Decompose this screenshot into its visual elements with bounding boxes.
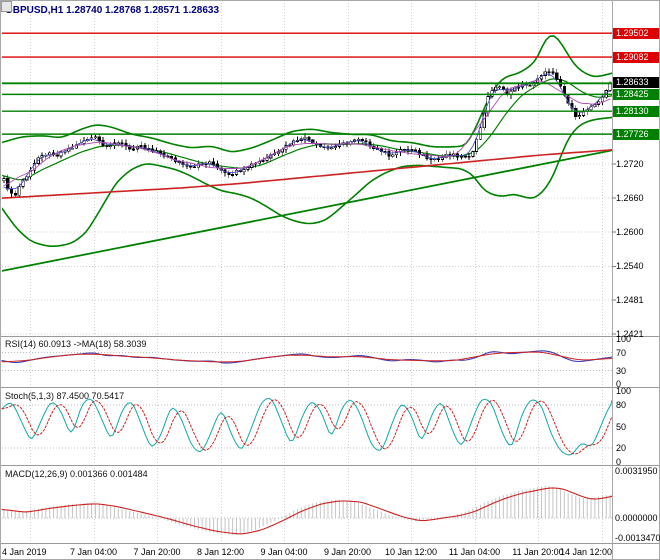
stoch-tick-label: 0 [616,457,622,467]
stoch-tick-label: 50 [616,421,627,432]
time-axis-label: 9 Jan 20:00 [323,547,372,557]
time-axis-label: 14 Jan 12:00 [559,547,612,557]
price-level-badge: 1.28130 [613,105,659,117]
time-axis-label: 11 Jan 04:00 [448,547,501,557]
stoch-d-line [1,399,613,455]
time-axis-label: 4 Jan 2019 [2,547,47,557]
ma-long-red [2,149,612,199]
stoch-k-line [1,397,613,456]
ascending-trendline [2,149,612,272]
rsi-ma-line [1,351,613,363]
price-level-badge: 1.27726 [613,128,659,140]
macd-tick-label: -0.0013470 [615,533,660,544]
stoch-tick-label: 20 [616,442,627,453]
price-tick-label: 1.2720 [616,159,644,170]
price-level-badge: 1.29502 [613,27,659,39]
bollinger-upper [2,35,612,153]
time-axis-label: 11 Jan 20:00 [512,547,564,557]
price-level-badge: 1.29082 [613,51,659,63]
price-tick-label: 1.2421 [616,329,644,339]
bollinger-lower [2,116,612,247]
stoch-tick-label: 100 [616,386,632,396]
rsi-indicator-label: RSI(14) 60.0913 ->MA(18) 58.3039 [5,339,147,349]
price-level-badge: 1.28425 [613,88,659,100]
macd-tick-label: 0.0031950 [615,466,658,477]
rsi-tick-label: 100 [616,334,632,344]
macd-tick-label: 0.0000000 [615,513,658,524]
grid-layer [2,3,612,543]
price-tick-label: 1.2540 [616,261,644,272]
corner-widget [1,1,12,12]
macd-signal-line [1,487,613,535]
price-tick-label: 1.2660 [616,193,644,204]
time-axis-label: 8 Jan 12:00 [196,547,245,557]
stoch-tick-label: 80 [616,400,627,411]
macd-indicator-label: MACD(12,26,9) 0.001366 0.001484 [5,469,148,479]
rsi-layer [1,350,613,364]
price-tick-label: 1.2600 [616,227,644,238]
stoch-layer [1,397,613,456]
macd-layer [1,485,613,536]
stoch-indicator-label: Stoch(5,1,3) 87.4500 70.5417 [5,391,125,401]
time-axis-label: 7 Jan 04:00 [69,547,118,557]
price-tick-label: 1.2481 [616,294,644,305]
symbol-ohlc-label: GBPUSD,H1 1.28740 1.28768 1.28571 1.2863… [5,5,220,16]
rsi-tick-label: 70 [616,347,627,358]
ma-slow [3,80,611,187]
levels-layer [2,32,612,135]
time-axis-label: 9 Jan 04:00 [260,547,308,557]
price-level-badge: 1.28633 [613,77,659,89]
time-axis-label: 7 Jan 20:00 [133,547,181,557]
rsi-tick-label: 0 [616,379,622,389]
time-axis-label: 10 Jan 12:00 [384,547,438,557]
rsi-tick-label: 30 [616,365,627,376]
